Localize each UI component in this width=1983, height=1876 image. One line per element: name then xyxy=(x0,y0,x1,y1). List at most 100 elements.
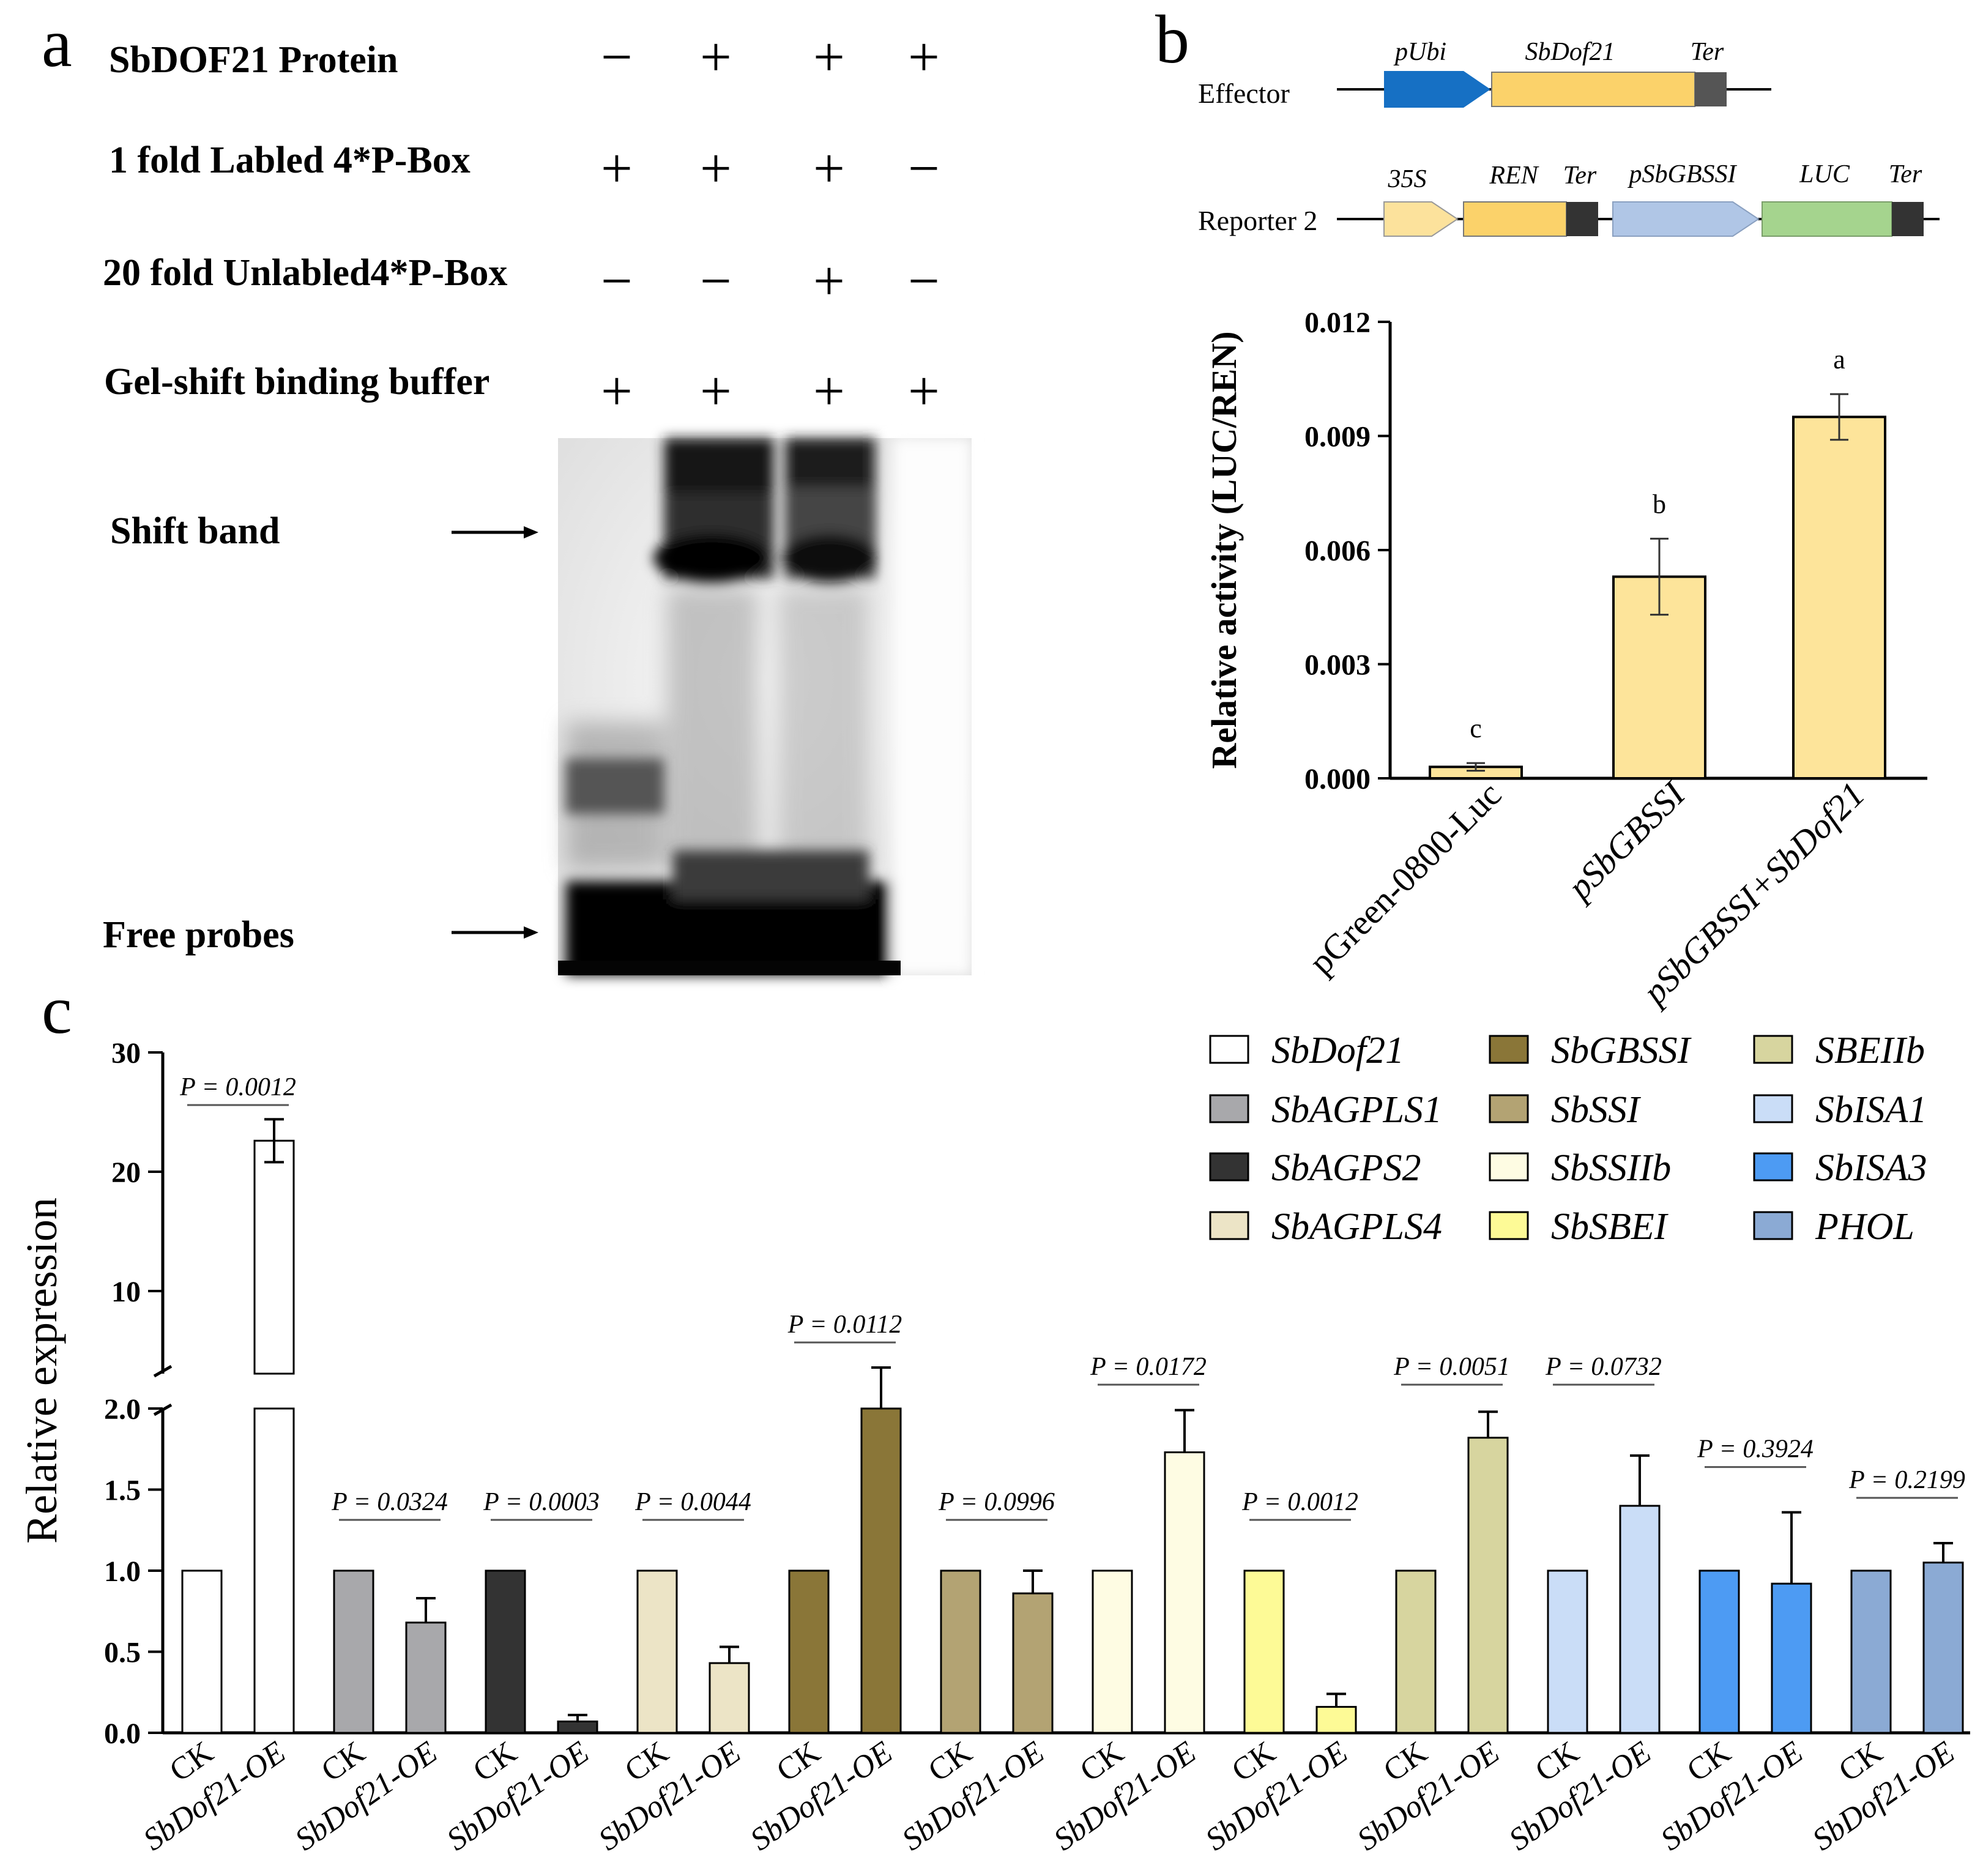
b-y-tick-label: 0.006 xyxy=(1304,535,1371,567)
luc-terminator-box xyxy=(1892,202,1924,236)
reporter-label: Reporter 2 xyxy=(1198,205,1317,236)
c-y-tick-label: 0.0 xyxy=(104,1718,141,1750)
reporter-construct: Reporter 2 35S REN Ter pSbGBSSI LUC Ter xyxy=(1198,160,1940,237)
panel-label-c: c xyxy=(42,972,72,1048)
legend-label: SbAGPS2 xyxy=(1271,1147,1421,1189)
c-p-value: P = 0.0012 xyxy=(1241,1488,1358,1516)
c-bar-oe xyxy=(1012,1592,1054,1734)
35s-label: 35S xyxy=(1388,165,1427,193)
b-y-tick-label: 0.012 xyxy=(1304,307,1371,339)
panel-label-b: b xyxy=(1155,2,1189,78)
c-x-label-oe: SbDof21-OE xyxy=(441,1735,595,1858)
c-bar-ck xyxy=(1850,1569,1892,1734)
b-y-tick-label: 0.009 xyxy=(1304,421,1371,453)
c-bar-oe xyxy=(1922,1561,1964,1734)
c-y-tick-label: 20 xyxy=(111,1156,141,1189)
c-bar-oe xyxy=(709,1662,750,1734)
b-y-tick-label: 0.000 xyxy=(1304,763,1371,795)
c-y-axis-label: Relative expression xyxy=(17,1197,66,1544)
emsa-condition-table: SbDOF21 Protein 1 fold Labled 4*P-Box 20… xyxy=(103,39,507,403)
legend-label: SbDof21 xyxy=(1271,1030,1404,1071)
sign-labeled-lane1: + xyxy=(601,137,633,199)
sign-protein-lane1: − xyxy=(601,26,633,88)
c-x-label-oe: SbDof21-OE xyxy=(744,1735,899,1858)
c-p-value: P = 0.0012 xyxy=(179,1073,296,1101)
c-bar-ck xyxy=(1092,1569,1133,1734)
c-p-value: P = 0.0051 xyxy=(1393,1353,1510,1381)
c-y-tick-label: 1.0 xyxy=(104,1555,141,1588)
row-label-protein: SbDOF21 Protein xyxy=(109,39,398,81)
ren-label: REN xyxy=(1489,162,1539,190)
luc-box xyxy=(1762,201,1892,237)
effector-ter-label: Ter xyxy=(1691,38,1724,66)
sign-buffer-lane2: + xyxy=(700,360,732,422)
c-axis-break xyxy=(153,1364,173,1378)
legend-label: SbSBEI xyxy=(1551,1206,1669,1248)
c-x-label-oe: SbDof21-OE xyxy=(1351,1735,1506,1858)
emsa-gel-image xyxy=(558,438,972,975)
c-x-label-oe: SbDof21-OE xyxy=(1654,1735,1809,1858)
c-p-value: P = 0.2199 xyxy=(1848,1466,1965,1494)
c-x-label-oe: SbDof21-OE xyxy=(1503,1735,1657,1858)
luc-label: LUC xyxy=(1799,160,1850,188)
c-bar-oe xyxy=(405,1621,447,1734)
legend-label: SbSSI xyxy=(1551,1089,1642,1131)
c-p-value: P = 0.0172 xyxy=(1090,1353,1207,1381)
c-x-label-oe: SbDof21-OE xyxy=(1047,1735,1202,1858)
effector-construct: Effector pUbi SbDof21 Ter xyxy=(1198,38,1771,109)
row-label-unlabeled-probe: 20 fold Unlabled4*P-Box xyxy=(103,252,507,294)
c-bar-ck xyxy=(1243,1569,1285,1734)
relative-expression-bar-chart: 0.0 0.5 1.0 1.5 2.0 10 20 30 Relative expression… xyxy=(17,1037,1970,1858)
c-p-value: P = 0.0324 xyxy=(331,1488,448,1516)
luc-ren-bar-chart: 0.000 0.003 0.006 0.009 0.012 Relative activi… xyxy=(1204,307,1927,1013)
c-x-label-oe: SbDof21-OE xyxy=(592,1735,747,1858)
b-significance-letter: a xyxy=(1833,344,1845,374)
legend-swatch xyxy=(1209,1035,1249,1064)
legend-label: SbAGPLS4 xyxy=(1271,1206,1442,1248)
psbgbssi-promoter-arrow xyxy=(1612,201,1760,237)
psbgbssi-label: pSbGBSSI xyxy=(1628,160,1738,188)
c-p-value: P = 0.0003 xyxy=(483,1488,600,1516)
c-p-value: P = 0.0996 xyxy=(938,1488,1055,1516)
sign-labeled-lane4: − xyxy=(908,137,940,199)
sign-unlabeled-lane4: − xyxy=(908,250,940,312)
c-y-tick-label: 2.0 xyxy=(104,1393,141,1426)
gene-legend: SbDof21 SbAGPLS1 SbAGPS2 SbAGPLS4 SbGBSSI SbS… xyxy=(1209,1030,1927,1248)
c-bar-ck xyxy=(333,1569,374,1734)
sign-protein-lane3: + xyxy=(813,26,845,88)
legend-swatch xyxy=(1753,1094,1793,1123)
reporter-ter2-label: Ter xyxy=(1889,160,1922,188)
legend-swatch xyxy=(1489,1094,1529,1123)
sign-unlabeled-lane2: − xyxy=(700,250,732,312)
sign-unlabeled-lane1: − xyxy=(601,250,633,312)
c-bar-ck xyxy=(1698,1569,1740,1734)
c-bar-oe xyxy=(1771,1582,1812,1734)
c-x-label-oe: SbDof21-OE xyxy=(289,1735,444,1858)
c-x-label-oe: SbDof21-OE xyxy=(1199,1735,1354,1858)
b-significance-letter: c xyxy=(1470,713,1482,743)
shift-band-arrowhead xyxy=(524,526,538,538)
sign-protein-lane4: + xyxy=(908,26,940,88)
pubi-label: pUbi xyxy=(1393,38,1446,66)
sign-unlabeled-lane3: + xyxy=(813,250,845,312)
legend-label: SbISA3 xyxy=(1815,1147,1927,1189)
legend-swatch xyxy=(1753,1035,1793,1064)
b-y-axis-label: Relative activity (LUC/REN) xyxy=(1204,331,1244,769)
c-bar-oe xyxy=(1467,1437,1509,1734)
panel-label-a: a xyxy=(42,6,72,81)
c-p-value: P = 0.0732 xyxy=(1545,1353,1662,1381)
b-bar-2 xyxy=(1792,415,1886,780)
legend-swatch xyxy=(1209,1211,1249,1240)
c-bar-oe xyxy=(557,1720,598,1734)
35s-promoter-arrow xyxy=(1383,201,1459,237)
legend-label: SbGBSSI xyxy=(1551,1030,1692,1071)
legend-swatch xyxy=(1489,1035,1529,1064)
c-x-label-oe: SbDof21-OE xyxy=(1806,1735,1961,1858)
sbdof21-label: SbDof21 xyxy=(1525,38,1615,66)
c-bar-ck xyxy=(1395,1569,1437,1734)
sign-protein-lane2: + xyxy=(700,26,732,88)
c-y-tick-label: 0.5 xyxy=(104,1637,141,1669)
c-bar-oe xyxy=(253,1407,295,1734)
c-p-value: P = 0.3924 xyxy=(1697,1435,1814,1464)
